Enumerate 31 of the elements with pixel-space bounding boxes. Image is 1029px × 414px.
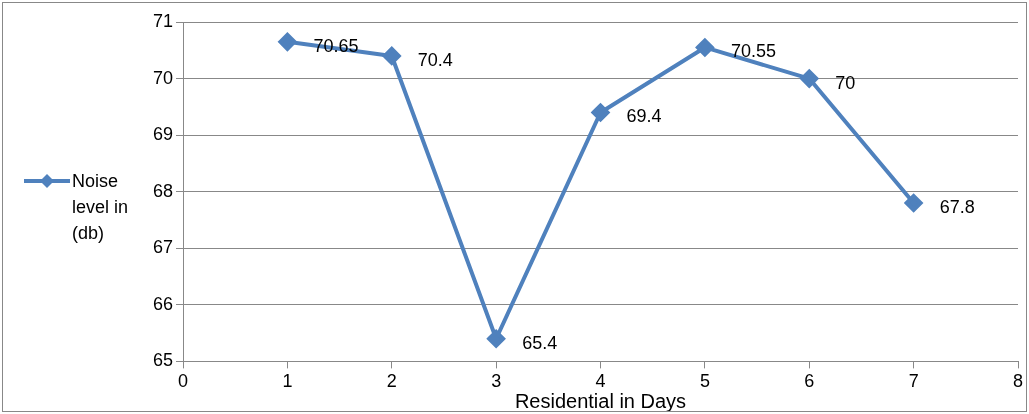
x-tick-label: 6 <box>804 371 815 392</box>
y-tick-label: 68 <box>152 180 174 201</box>
data-label: 70 <box>835 72 856 93</box>
point <box>382 46 401 65</box>
point <box>904 194 923 213</box>
y-tick-label: 70 <box>152 67 174 88</box>
data-label: 67.8 <box>939 196 975 217</box>
x-tick-label: 2 <box>386 371 397 392</box>
legend-label: Noise level in (db) <box>72 170 130 245</box>
x-tick-label: 4 <box>595 371 606 392</box>
x-tick-label: 7 <box>908 371 919 392</box>
y-tick-label: 66 <box>152 293 174 314</box>
y-tick-label: 67 <box>152 237 174 258</box>
x-tick-label: 0 <box>178 371 189 392</box>
data-label: 70.55 <box>730 41 776 62</box>
x-tick-label: 1 <box>282 371 293 392</box>
data-label: 65.4 <box>522 332 558 353</box>
point <box>278 32 297 51</box>
point <box>591 103 610 122</box>
x-axis-title: Residential in Days <box>514 389 687 412</box>
point <box>487 329 506 348</box>
point <box>695 38 714 57</box>
y-tick-label: 69 <box>152 124 174 145</box>
x-tick-label: 5 <box>699 371 710 392</box>
x-tick-label: 3 <box>491 371 502 392</box>
y-tick-label: 65 <box>152 350 174 371</box>
x-tick-label: 8 <box>1012 371 1024 392</box>
data-label: 69.4 <box>626 106 662 127</box>
data-label: 70.4 <box>417 49 453 70</box>
point <box>800 69 819 88</box>
y-tick-label: 71 <box>152 10 174 31</box>
